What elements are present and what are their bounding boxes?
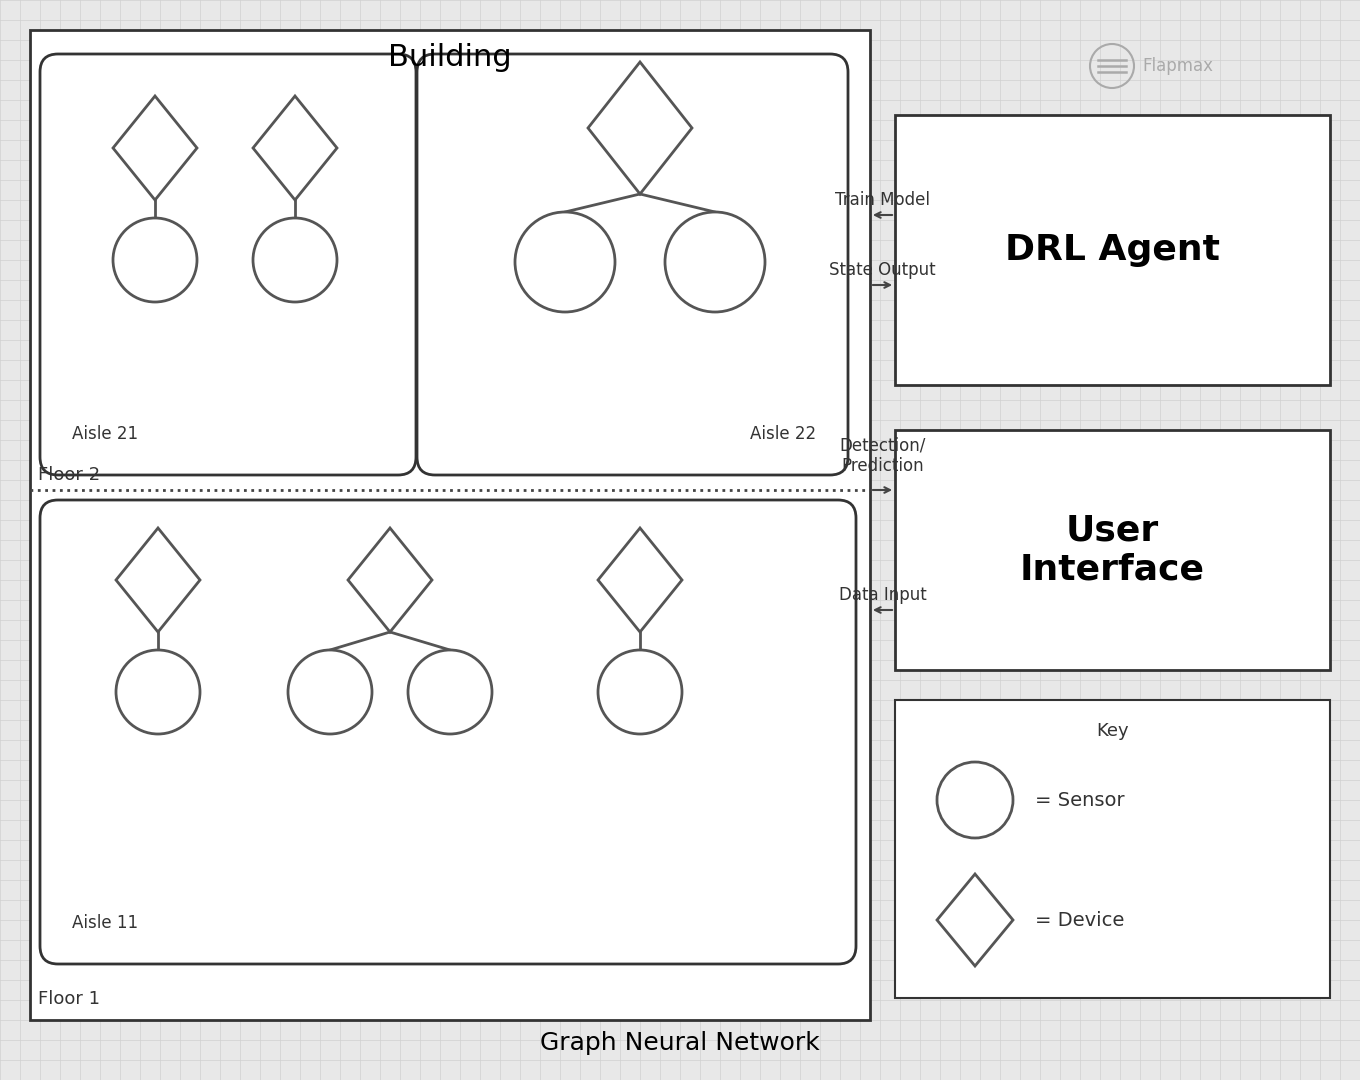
Text: Graph Neural Network: Graph Neural Network: [540, 1031, 820, 1055]
Polygon shape: [598, 528, 681, 632]
Circle shape: [288, 650, 373, 734]
Text: = Sensor: = Sensor: [1035, 791, 1125, 810]
Circle shape: [937, 762, 1013, 838]
Text: Floor 1: Floor 1: [38, 990, 101, 1008]
Text: Aisle 11: Aisle 11: [72, 914, 139, 932]
FancyBboxPatch shape: [418, 54, 849, 475]
Polygon shape: [937, 874, 1013, 966]
Text: Aisle 22: Aisle 22: [749, 426, 816, 443]
Text: Floor 2: Floor 2: [38, 465, 101, 484]
Polygon shape: [116, 528, 200, 632]
Text: Train Model: Train Model: [835, 191, 930, 210]
Text: Key: Key: [1096, 723, 1129, 740]
FancyBboxPatch shape: [895, 114, 1330, 384]
Polygon shape: [253, 96, 337, 200]
FancyBboxPatch shape: [39, 54, 416, 475]
FancyBboxPatch shape: [895, 430, 1330, 670]
Text: Data Input: Data Input: [839, 586, 926, 604]
FancyBboxPatch shape: [895, 700, 1330, 998]
Circle shape: [598, 650, 681, 734]
Circle shape: [113, 218, 197, 302]
Circle shape: [515, 212, 615, 312]
FancyBboxPatch shape: [39, 500, 855, 964]
Text: Aisle 21: Aisle 21: [72, 426, 139, 443]
Text: State Output: State Output: [830, 261, 936, 279]
Circle shape: [116, 650, 200, 734]
Polygon shape: [588, 62, 692, 194]
Polygon shape: [348, 528, 432, 632]
Text: Detection/
Prediction: Detection/ Prediction: [839, 436, 926, 475]
Text: Building: Building: [388, 43, 511, 72]
Circle shape: [408, 650, 492, 734]
Circle shape: [253, 218, 337, 302]
Text: Flapmax: Flapmax: [1142, 57, 1213, 75]
Text: User
Interface: User Interface: [1020, 513, 1205, 586]
Circle shape: [665, 212, 764, 312]
Text: = Device: = Device: [1035, 910, 1125, 930]
Polygon shape: [113, 96, 197, 200]
FancyBboxPatch shape: [30, 30, 870, 1020]
Text: DRL Agent: DRL Agent: [1005, 233, 1220, 267]
